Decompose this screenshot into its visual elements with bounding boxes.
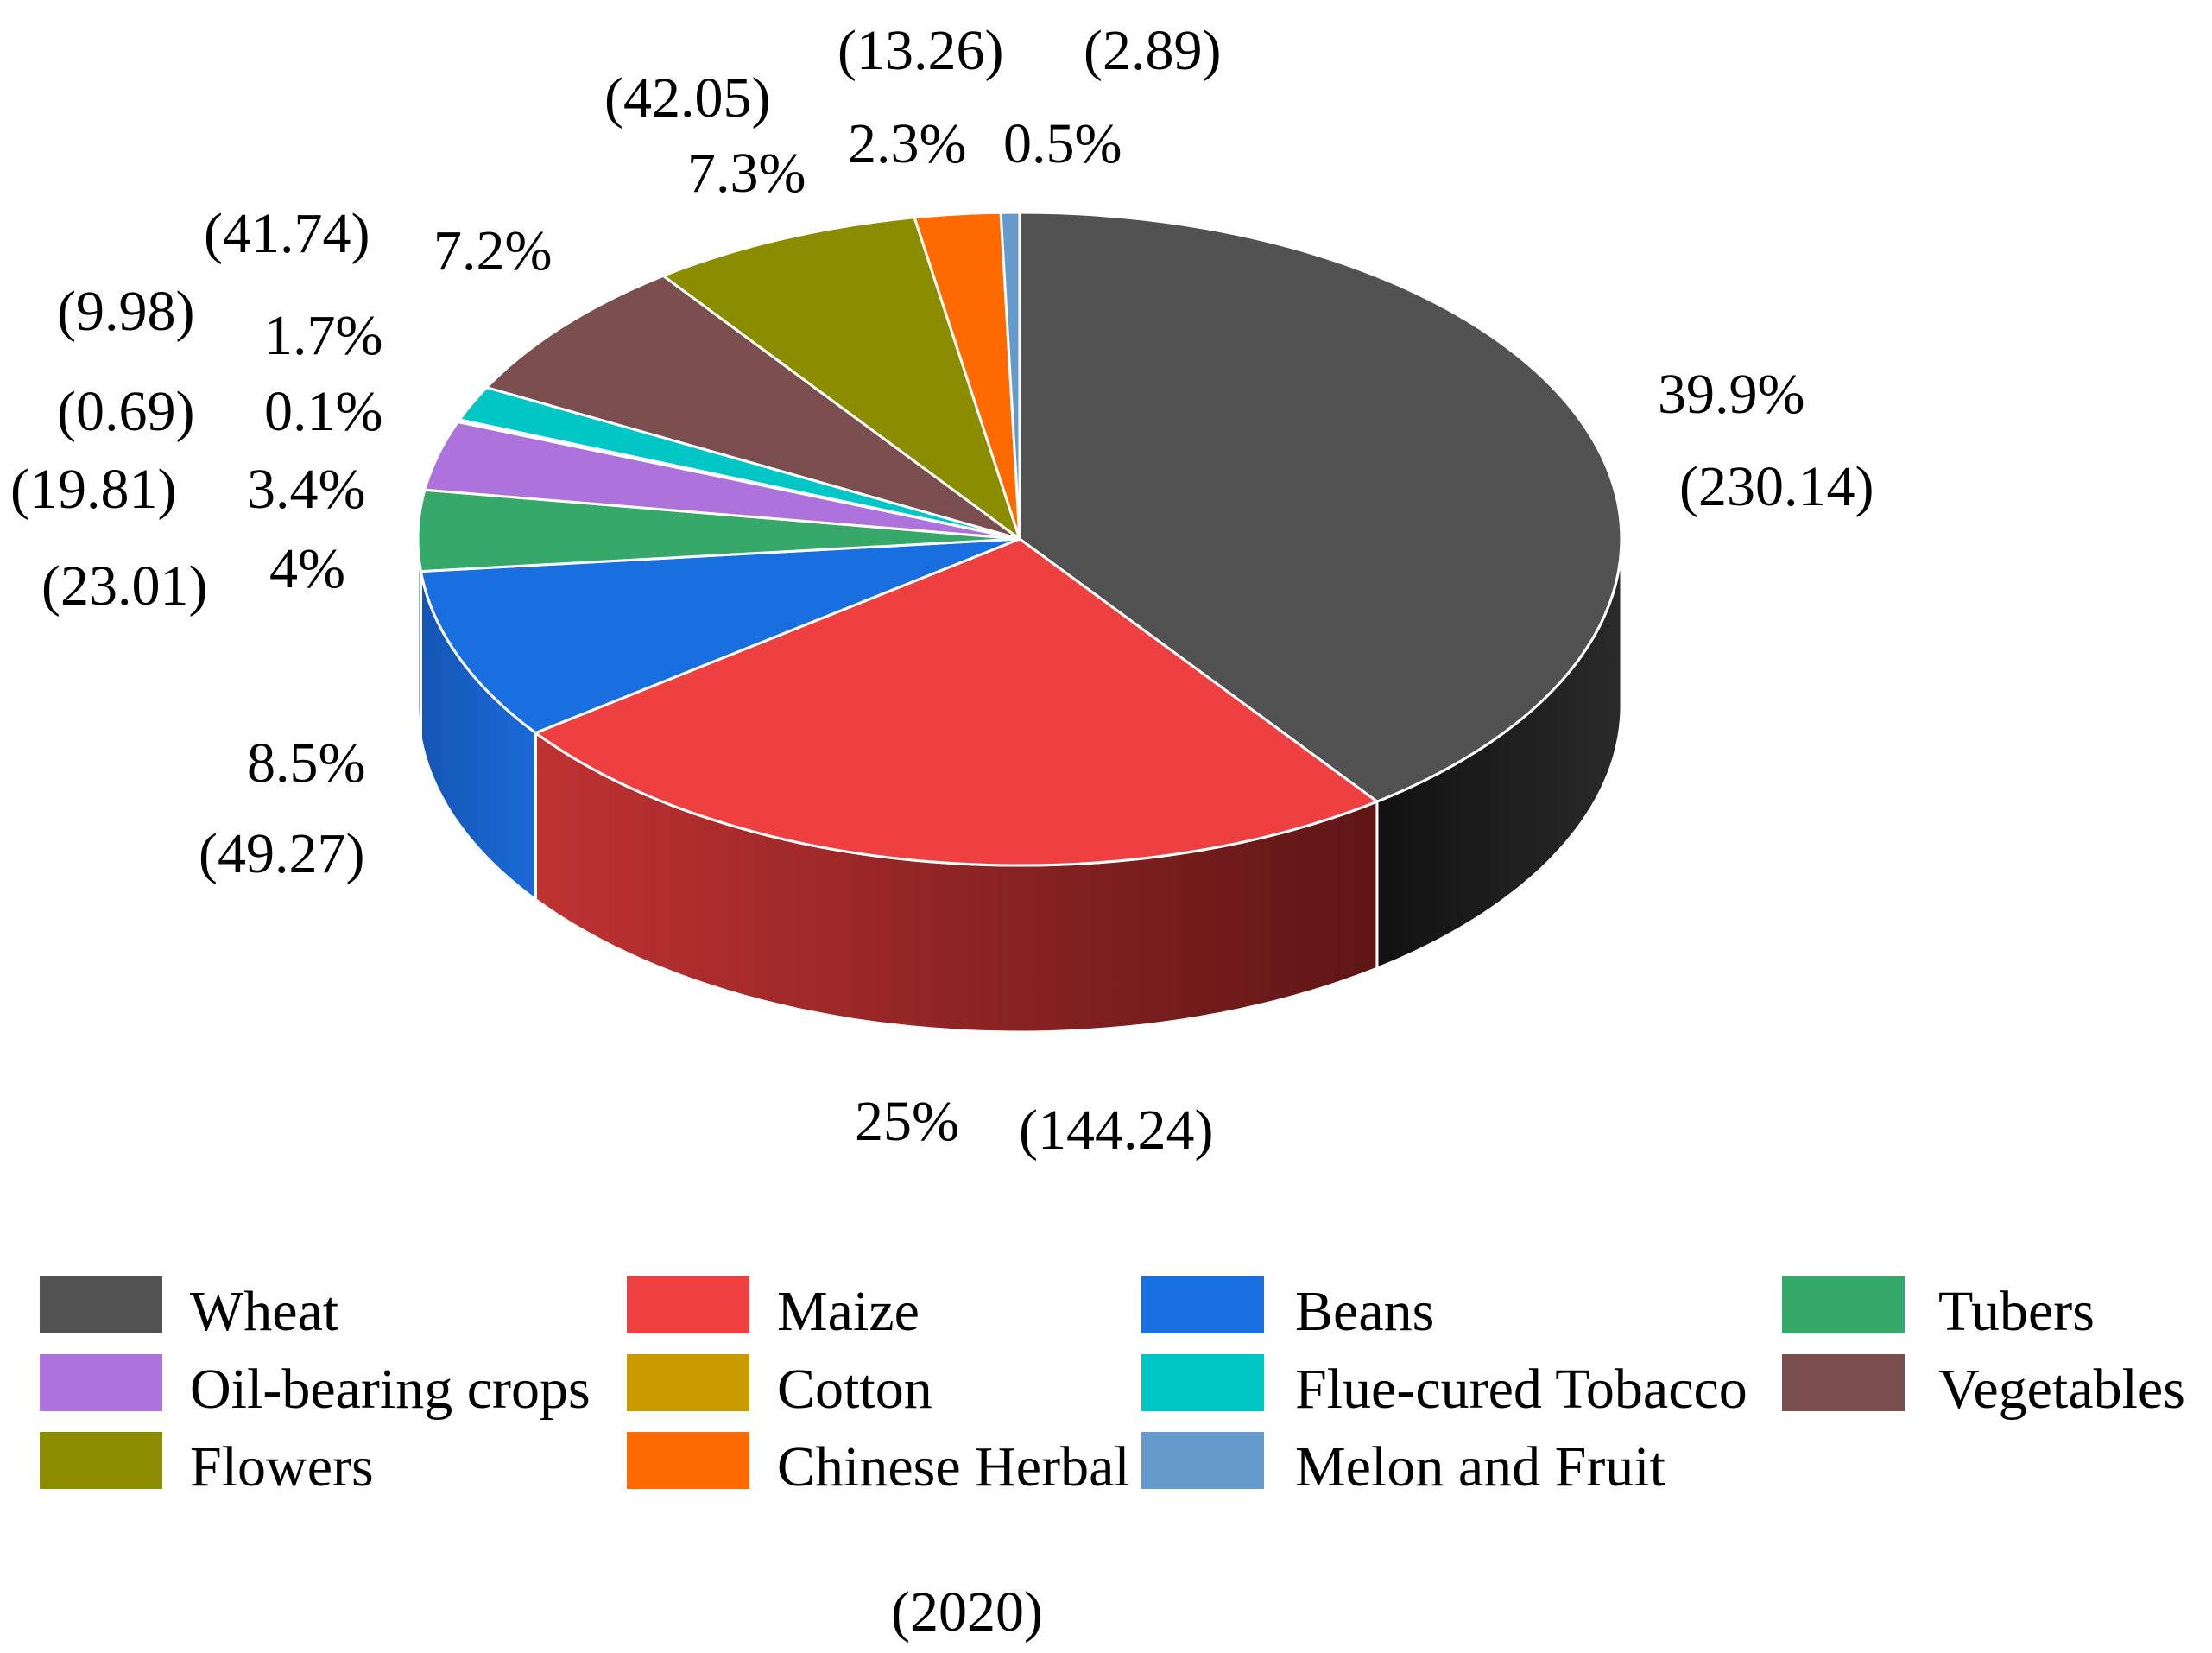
label-tubers-percent: 4% <box>269 537 345 600</box>
legend-swatch-herbal <box>627 1432 749 1489</box>
label-oil-percent: 3.4% <box>247 458 365 521</box>
label-tubers-value: (23.01) <box>41 554 207 618</box>
legend-swatch-wheat <box>40 1276 162 1333</box>
legend-swatch-melon <box>1141 1432 1264 1489</box>
label-wheat-value: (230.14) <box>1679 455 1874 518</box>
legend-swatch-tubers <box>1782 1276 1905 1333</box>
legend: Wheat Maize Beans Tubers Oil-bearing cro… <box>40 1276 2185 1498</box>
label-cotton-value: (0.69) <box>57 380 194 443</box>
legend-swatch-vegetables <box>1782 1354 1905 1411</box>
pie-slice-melon-and-fruit <box>999 211 1021 541</box>
legend-label-maize: Maize <box>777 1280 920 1343</box>
label-melon-value: (2.89) <box>1084 19 1221 82</box>
legend-label-cotton: Cotton <box>777 1358 932 1421</box>
label-vegetables-percent: 7.2% <box>433 219 552 282</box>
pie-slice-maize <box>534 537 1379 867</box>
legend-swatch-cotton <box>627 1354 749 1411</box>
label-cotton-percent: 0.1% <box>264 380 382 443</box>
legend-label-vegetables: Vegetables <box>1938 1358 2185 1421</box>
label-tobacco-percent: 1.7% <box>264 304 382 367</box>
legend-label-wheat: Wheat <box>190 1280 338 1343</box>
label-maize-percent: 25% <box>855 1090 959 1153</box>
label-beans-percent: 8.5% <box>247 732 365 795</box>
legend-swatch-beans <box>1141 1276 1264 1333</box>
legend-swatch-maize <box>627 1276 749 1333</box>
legend-swatch-flowers <box>40 1432 162 1489</box>
label-herbal-value: (13.26) <box>837 19 1003 82</box>
chart-caption: (2020) <box>891 1580 1043 1644</box>
label-beans-value: (49.27) <box>199 822 364 885</box>
legend-label-oil: Oil-bearing crops <box>190 1358 591 1421</box>
label-herbal-percent: 2.3% <box>848 112 966 175</box>
legend-label-flowers: Flowers <box>190 1435 374 1498</box>
pie-slice-flowers <box>661 216 1021 541</box>
legend-label-beans: Beans <box>1295 1280 1434 1343</box>
label-flowers-percent: 7.3% <box>687 142 806 205</box>
label-wheat-percent: 39.9% <box>1658 363 1804 426</box>
legend-label-tubers: Tubers <box>1938 1280 2095 1343</box>
legend-label-melon: Melon and Fruit <box>1295 1435 1665 1498</box>
pie-slice-wheat <box>1018 211 1623 803</box>
label-maize-value: (144.24) <box>1019 1099 1213 1162</box>
pie-slice-beans <box>420 537 1021 735</box>
label-oil-value: (19.81) <box>10 458 176 521</box>
legend-swatch-oil <box>40 1354 162 1411</box>
legend-label-herbal: Chinese Herbal <box>777 1435 1130 1498</box>
label-vegetables-value: (41.74) <box>204 202 370 265</box>
label-flowers-value: (42.05) <box>604 66 770 130</box>
legend-label-tobacco: Flue-cured Tobacco <box>1295 1358 1747 1421</box>
label-melon-percent: 0.5% <box>1003 112 1122 175</box>
pie-slice-vegetables <box>485 274 1021 541</box>
label-tobacco-value: (9.98) <box>57 280 194 343</box>
legend-swatch-tobacco <box>1141 1354 1264 1411</box>
